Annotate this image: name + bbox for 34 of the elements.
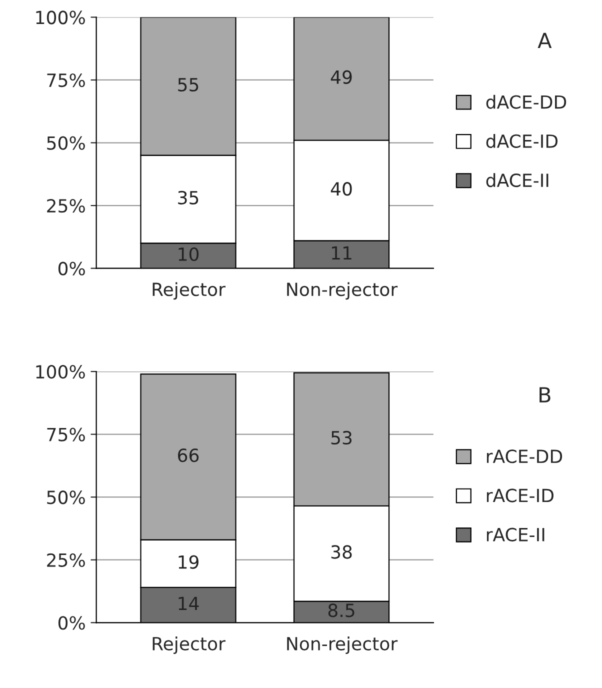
- x-tick-label: Non-rejector: [287, 636, 398, 654]
- legend-label: rACE-DD: [486, 450, 562, 464]
- y-tick-label: 50%: [47, 136, 85, 150]
- y-tick-label: 0%: [58, 262, 85, 276]
- y-tick-label: 75%: [47, 428, 85, 442]
- data-label: 53: [331, 430, 352, 445]
- text: B: [540, 387, 550, 402]
- legend-label: dACE-DD: [486, 94, 566, 109]
- legend-label: dACE-II: [486, 173, 548, 188]
- data-label: 40: [330, 182, 352, 196]
- data-label: 10: [178, 247, 199, 262]
- text: A: [538, 32, 552, 48]
- data-label: 14: [178, 596, 199, 610]
- y-tick-label: 25%: [47, 553, 85, 567]
- data-label: 19: [178, 555, 198, 569]
- y-tick-label: 100%: [36, 364, 85, 379]
- x-tick-label: Rejector: [152, 282, 226, 300]
- data-label: 8.5: [328, 604, 354, 618]
- data-label: 55: [178, 78, 198, 92]
- data-label: 38: [331, 545, 352, 559]
- data-label: 66: [178, 448, 199, 462]
- y-tick-label: 100%: [36, 10, 85, 24]
- legend-label: rACE-II: [486, 528, 544, 542]
- x-tick-label: Rejector: [152, 636, 226, 654]
- x-tick-label: Non-rejector: [287, 282, 398, 300]
- legend-label: dACE-ID: [486, 134, 558, 148]
- data-label: 35: [178, 190, 198, 204]
- y-tick-label: 75%: [47, 73, 85, 88]
- y-tick-label: 50%: [47, 490, 85, 504]
- data-label: 11: [332, 246, 352, 260]
- y-tick-label: 25%: [47, 199, 85, 213]
- legend-label: rACE-ID: [486, 488, 554, 502]
- y-tick-label: 0%: [58, 616, 85, 630]
- data-label: 49: [330, 70, 352, 84]
